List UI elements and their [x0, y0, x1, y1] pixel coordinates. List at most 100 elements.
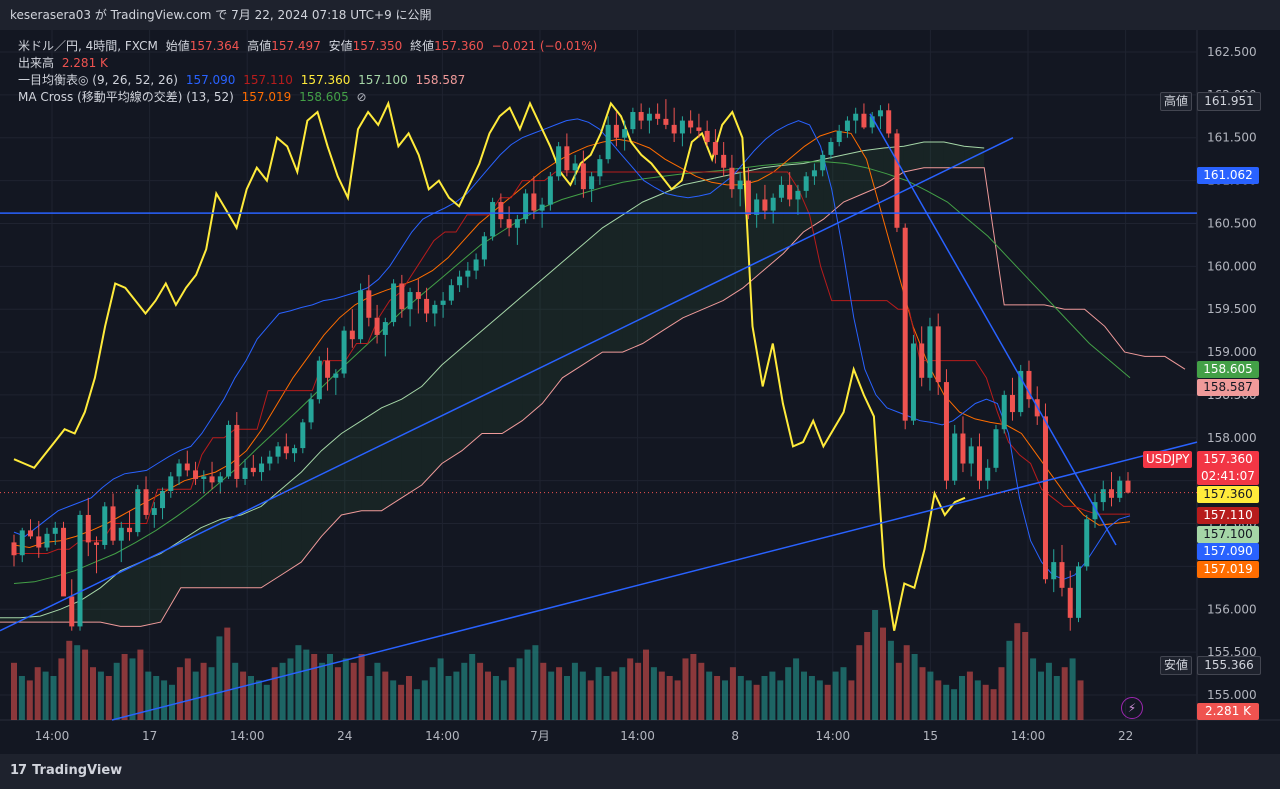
- volume-bar: [271, 667, 278, 720]
- chart-area[interactable]: 162.500162.000161.500161.000160.500160.0…: [0, 30, 1280, 754]
- kumo-cloud: [943, 142, 965, 168]
- candle-body: [861, 113, 867, 128]
- lightning-icon[interactable]: ⚡: [1121, 697, 1143, 719]
- volume-bar: [690, 654, 697, 720]
- volume-bar: [129, 658, 136, 720]
- volume-bar: [287, 658, 294, 720]
- ma-cross-legend-row[interactable]: MA Cross (移動平均線の交差) (13, 52) 157.019 158…: [18, 89, 601, 106]
- senkou-span-b-line: [0, 167, 1186, 627]
- candle-body: [399, 283, 405, 310]
- close-value: 157.360: [434, 39, 484, 53]
- candle-body: [424, 298, 430, 314]
- volume-bar: [856, 645, 863, 720]
- candle-body: [1125, 480, 1131, 493]
- ma-short-price-label: 157.019: [1197, 561, 1259, 578]
- kijun-price-label: 157.110: [1197, 507, 1259, 524]
- kumo-cloud: [180, 527, 201, 588]
- candle-body: [877, 110, 883, 117]
- candle-body: [927, 326, 933, 378]
- volume-bar: [303, 649, 310, 720]
- ichimoku-label: 一目均衡表◎ (9, 26, 52, 26): [18, 73, 178, 87]
- eye-slash-icon[interactable]: ⊘: [356, 90, 367, 104]
- candle-body: [531, 193, 537, 211]
- symbol-tag: USDJPY: [1143, 451, 1193, 468]
- candle-body: [473, 259, 479, 271]
- symbol-legend-row[interactable]: 米ドル／円, 4時間, FXCM 始値157.364 高値157.497 安値1…: [18, 38, 601, 55]
- candle-body: [721, 154, 727, 168]
- tenkan-price-label: 157.090: [1197, 543, 1259, 560]
- candle-body: [127, 527, 133, 533]
- volume-bar: [437, 658, 444, 720]
- kumo-cloud: [642, 193, 663, 344]
- volume-bar: [927, 671, 934, 720]
- volume-bar: [216, 636, 223, 720]
- kumo-cloud: [341, 420, 362, 515]
- candle-body: [803, 176, 809, 191]
- candle-body: [787, 184, 793, 200]
- candle-body: [589, 176, 595, 190]
- kumo-cloud: [40, 609, 61, 623]
- candle-body: [102, 506, 108, 545]
- kumo-cloud: [823, 154, 844, 220]
- candle-body: [712, 142, 718, 155]
- candle-body: [160, 490, 166, 509]
- candle-body: [250, 467, 256, 473]
- volume-bar: [951, 689, 958, 720]
- candle-body: [853, 113, 859, 121]
- volume-bar: [801, 671, 807, 720]
- candle-body: [630, 112, 636, 130]
- volume-bar: [224, 627, 231, 720]
- volume-legend-row[interactable]: 出来高 2.281 K: [18, 55, 601, 72]
- candle-body: [1067, 587, 1073, 618]
- candle-body: [1018, 370, 1024, 413]
- candle-body: [28, 530, 34, 537]
- volume-bar: [1045, 662, 1052, 720]
- volume-bar: [682, 658, 689, 720]
- volume-bar: [477, 662, 484, 720]
- candle-body: [828, 142, 834, 155]
- hline-price-label[interactable]: 161.062: [1197, 167, 1259, 184]
- price-tick-label: 159.000: [1207, 345, 1257, 359]
- volume-bar: [966, 671, 973, 720]
- high-value: 157.497: [271, 39, 321, 53]
- candle-body: [77, 514, 83, 627]
- candle-body: [407, 292, 413, 310]
- lower-trendline: [111, 441, 1198, 721]
- candle-body: [201, 476, 207, 479]
- candle-body: [36, 536, 42, 548]
- candle-body: [696, 127, 702, 131]
- candle-body: [605, 124, 611, 160]
- candle-body: [283, 446, 289, 454]
- volume-bar: [113, 662, 120, 720]
- kumo-cloud: [160, 540, 181, 623]
- candle-body: [300, 422, 306, 449]
- volume-bar: [58, 658, 65, 720]
- volume-bar: [824, 684, 831, 720]
- volume-bar: [935, 680, 942, 720]
- price-tick-label: 162.500: [1207, 45, 1257, 59]
- ma-long-line: [13, 161, 1131, 584]
- volume-bar: [358, 654, 365, 720]
- time-tick-label: 8: [731, 729, 739, 743]
- tradingview-logo[interactable]: 17 TradingView: [10, 763, 122, 778]
- price-tick-label: 160.000: [1207, 259, 1257, 273]
- volume-bar: [706, 671, 713, 720]
- candle-body: [622, 129, 628, 138]
- volume-bar: [508, 667, 515, 720]
- ichimoku-legend-row[interactable]: 一目均衡表◎ (9, 26, 52, 26) 157.090 157.110 1…: [18, 72, 601, 89]
- volume-bar: [524, 649, 531, 720]
- volume-bar: [176, 667, 183, 720]
- ma-long-price-label: 158.605: [1197, 361, 1259, 378]
- kumo-cloud: [80, 587, 101, 623]
- candle-body: [234, 424, 240, 479]
- volume-bar: [26, 680, 33, 720]
- price-chart-svg[interactable]: 162.500162.000161.500161.000160.500160.0…: [0, 30, 1280, 754]
- candle-body: [1092, 502, 1098, 520]
- kumo-cloud: [140, 553, 161, 627]
- kumo-cloud: [522, 279, 543, 421]
- price-tick-label: 160.500: [1207, 216, 1257, 230]
- volume-bar: [880, 627, 886, 720]
- candle-body: [646, 113, 652, 121]
- volume-bar: [485, 671, 491, 720]
- kumo-cloud: [502, 296, 523, 434]
